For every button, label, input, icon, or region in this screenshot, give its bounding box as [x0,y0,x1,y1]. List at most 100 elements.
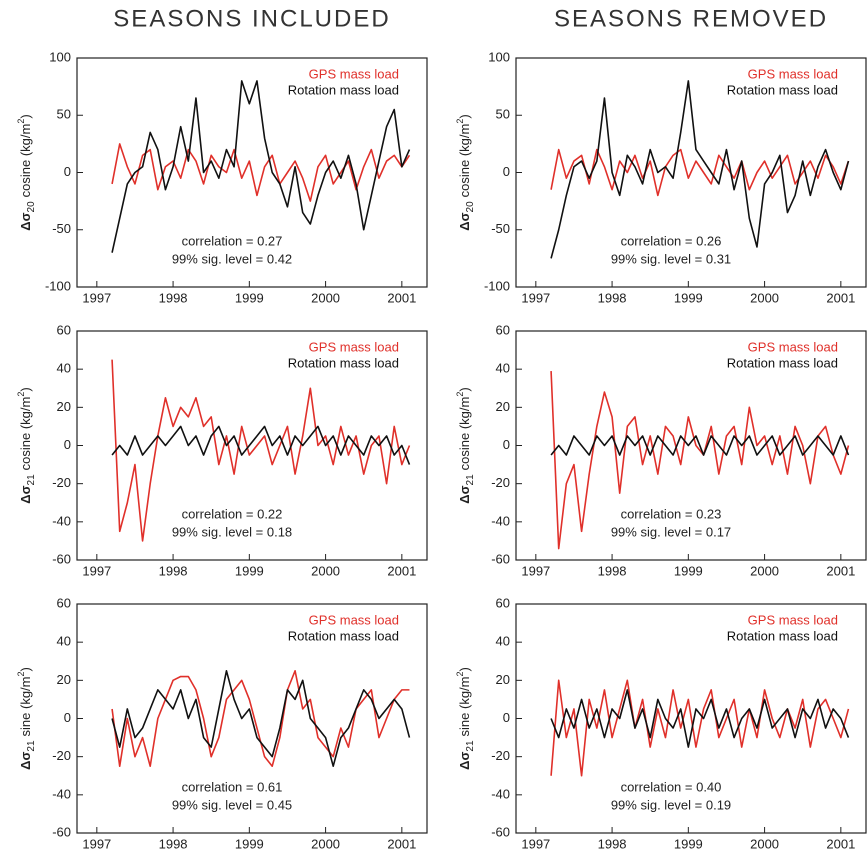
y-tick-label: -60 [52,551,71,566]
x-tick-label: 2001 [826,290,855,305]
y-tick-label: 0 [64,437,71,452]
ylabel-subscript: 21 [26,740,37,752]
y-axis-label: Δσ21 cosine (kg/m2) [455,387,475,503]
legend-entry: GPS mass load [309,339,399,354]
x-tick-label: 1999 [674,836,703,851]
y-tick-label: -40 [491,786,510,801]
x-tick-label: 1997 [521,290,550,305]
ylabel-superscript: 2 [455,392,465,397]
ylabel-end: ) [18,114,33,118]
series-line [111,669,411,768]
x-tick-label: 1999 [235,290,264,305]
x-tick-label: 1998 [159,836,188,851]
y-axis-label: Δσ21 sine (kg/m2) [455,667,475,770]
ylabel-text: sine (kg/m [18,677,33,737]
y-tick-label: 50 [496,107,510,122]
annotation: 99% sig. level = 0.17 [611,524,731,539]
ylabel-end: ) [457,114,472,118]
y-tick-label: 60 [496,595,510,610]
ylabel-text: cosine (kg/m [457,397,472,471]
y-tick-label: 60 [57,322,71,337]
x-tick-label: 2000 [750,563,779,578]
plot-frame [515,603,867,834]
ylabel-subscript: 20 [26,201,37,213]
legend-entry: Rotation mass load [727,628,838,643]
y-tick-label: 40 [496,361,510,376]
ylabel-symbol: Δσ [457,485,472,503]
x-tick-label: 2000 [311,290,340,305]
column-title: SEASONS REMOVED [554,5,828,32]
y-tick-label: 50 [57,107,71,122]
y-tick-label: 0 [503,437,510,452]
x-tick-label: 1997 [82,290,111,305]
series-line [550,435,850,456]
legend-entry: GPS mass load [309,66,399,81]
y-tick-label: 0 [64,164,71,179]
x-tick-label: 2000 [311,563,340,578]
y-tick-label: -60 [491,824,510,839]
ylabel-symbol: Δσ [18,212,33,230]
plot-frame [515,330,867,561]
y-tick-label: -20 [52,748,71,763]
ylabel-end: ) [457,387,472,391]
x-tick-label: 1997 [82,563,111,578]
y-tick-label: -20 [52,475,71,490]
y-tick-label: 0 [503,164,510,179]
ylabel-text: sine (kg/m [457,677,472,737]
ylabel-symbol: Δσ [18,485,33,503]
ylabel-text: cosine (kg/m [18,124,33,198]
ylabel-text: cosine (kg/m [457,124,472,198]
ylabel-subscript: 21 [26,474,37,486]
y-tick-label: 0 [503,710,510,725]
y-tick-label: 20 [57,672,71,687]
series-line [550,80,850,259]
x-tick-label: 1999 [674,563,703,578]
panel: -100 -50 0 50 100 1997 1998 1999 2000 2001 GPS mas… [16,49,428,305]
legend-entry: Rotation mass load [288,628,399,643]
ylabel-subscript: 21 [465,740,476,752]
annotation: 99% sig. level = 0.31 [611,251,731,266]
y-tick-label: 20 [496,672,510,687]
panel: -60 -40 -20 0 20 40 60 1997 1998 1999 2000 2001 GPS … [455,322,867,578]
legend-entry: GPS mass load [748,66,838,81]
x-tick-label: 2001 [387,290,416,305]
y-tick-label: 60 [57,595,71,610]
ylabel-end: ) [18,387,33,391]
y-axis-label: Δσ21 cosine (kg/m2) [16,387,36,503]
y-tick-label: 0 [64,710,71,725]
x-tick-label: 2001 [387,563,416,578]
ylabel-subscript: 21 [465,474,476,486]
legend-entry: Rotation mass load [288,355,399,370]
y-axis-label: Δσ21 sine (kg/m2) [16,667,36,770]
y-tick-label: 40 [57,361,71,376]
x-tick-label: 1998 [598,290,627,305]
y-tick-label: -50 [491,221,510,236]
x-tick-label: 1998 [159,290,188,305]
plot-frame [76,603,428,834]
y-axis-label: Δσ20 cosine (kg/m2) [16,114,36,230]
x-tick-label: 1997 [521,836,550,851]
y-tick-label: -50 [52,221,71,236]
ylabel-superscript: 2 [16,392,26,397]
panel: -60 -40 -20 0 20 40 60 1997 1998 1999 2000 2001 GPS … [16,322,428,578]
panel: -100 -50 0 50 100 1997 1998 1999 2000 2001 GPS mas… [455,49,867,305]
annotation: 99% sig. level = 0.19 [611,797,731,812]
series-line [111,80,411,253]
ylabel-text: cosine (kg/m [18,397,33,471]
y-tick-label: -20 [491,475,510,490]
y-tick-label: 40 [57,634,71,649]
x-tick-label: 1999 [235,836,264,851]
y-tick-label: -40 [52,513,71,528]
x-tick-label: 1998 [598,836,627,851]
annotation: correlation = 0.61 [182,779,283,794]
legend-entry: Rotation mass load [727,355,838,370]
legend-entry: GPS mass load [748,339,838,354]
series-line [111,425,411,465]
legend-entry: Rotation mass load [727,82,838,97]
y-tick-label: 100 [488,49,510,64]
annotation: correlation = 0.27 [182,233,283,248]
y-tick-label: 40 [496,634,510,649]
y-tick-label: -60 [52,824,71,839]
ylabel-subscript: 20 [465,201,476,213]
